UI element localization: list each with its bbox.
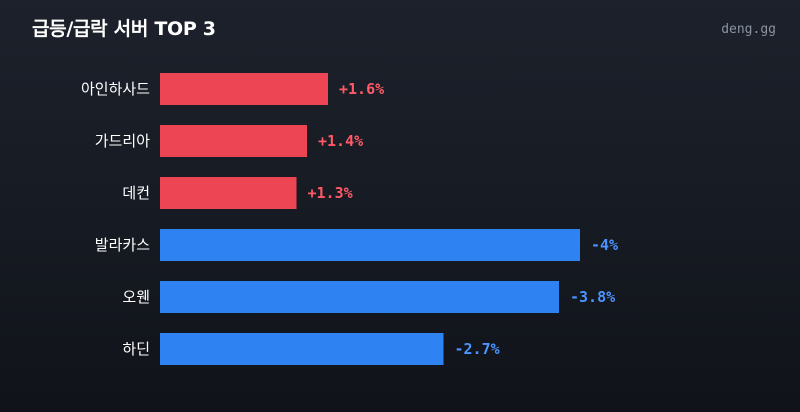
value-label: +1.6%: [339, 80, 384, 98]
category-label: 가드리아: [95, 132, 150, 150]
bar-increase: [160, 177, 297, 209]
value-label: -3.8%: [570, 288, 615, 306]
brand-watermark: deng.gg: [721, 22, 776, 37]
value-label: +1.4%: [318, 132, 363, 150]
value-label: -4%: [591, 236, 618, 254]
category-label: 아인하사드: [81, 80, 150, 98]
bar-increase: [160, 125, 307, 157]
category-label: 데컨: [122, 184, 150, 202]
bar-decrease: [160, 281, 559, 313]
chart-title: 급등/급락 서버 TOP 3: [32, 18, 216, 40]
category-label: 발라카스: [95, 236, 150, 254]
category-label: 오웬: [122, 288, 150, 306]
category-label: 하딘: [122, 340, 150, 358]
bar-increase: [160, 73, 328, 105]
value-label: +1.3%: [308, 184, 353, 202]
value-label: -2.7%: [455, 340, 500, 358]
bar-decrease: [160, 229, 580, 261]
bar-decrease: [160, 333, 444, 365]
